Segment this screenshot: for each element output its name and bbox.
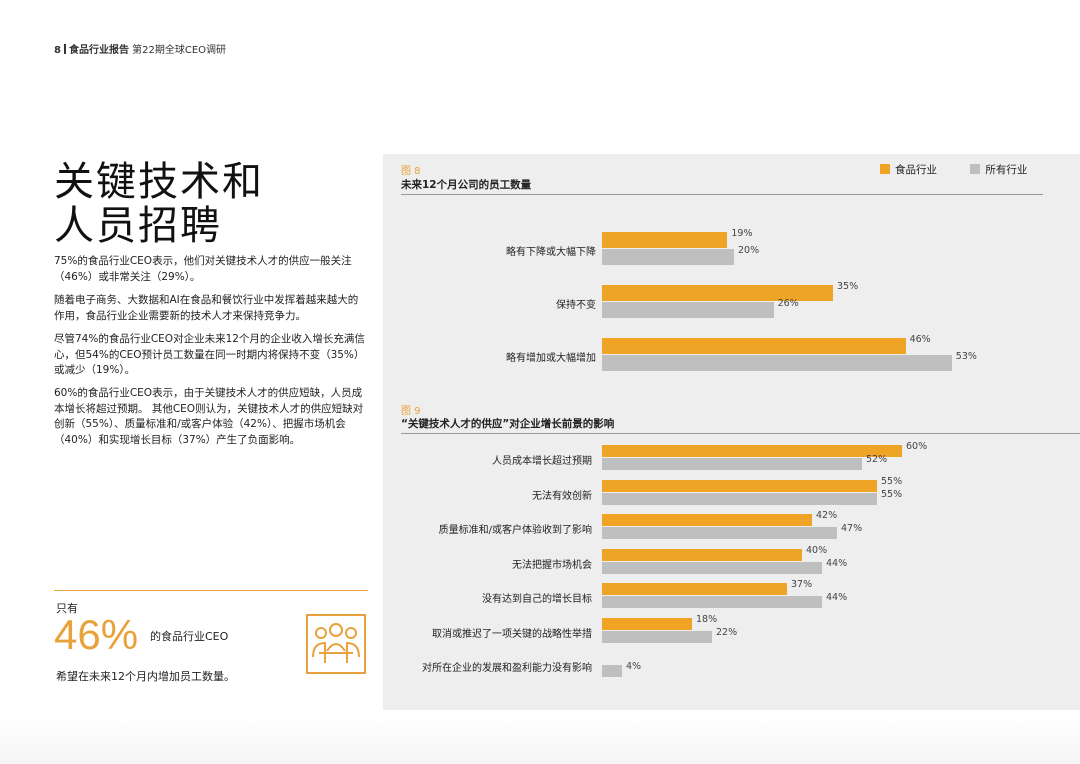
callout-footer: 希望在未来12个月内增加员工数量。 xyxy=(56,670,235,683)
data-label: 26% xyxy=(777,298,799,309)
legend-label-all: 所有行业 xyxy=(985,164,1028,176)
callout-prefix: 只有 xyxy=(56,602,78,615)
figure-9-rule xyxy=(401,433,1080,434)
category-label: 保持不变 xyxy=(556,300,596,311)
category-label: 没有达到自己的增长目标 xyxy=(482,594,592,605)
data-label: 55% xyxy=(881,475,903,487)
bar-food-industry xyxy=(602,548,802,561)
data-label: 40% xyxy=(806,544,828,556)
legend-swatch-food xyxy=(880,164,890,174)
bar-food-industry xyxy=(602,514,812,526)
bar-all-industries xyxy=(602,527,837,539)
bar-all-industries xyxy=(602,492,877,505)
paragraph-2: 随着电子商务、大数据和AI在食品和餐饮行业中发挥着越来越大的作用，食品行业企业需… xyxy=(54,294,359,322)
legend-label-food: 食品行业 xyxy=(895,164,937,176)
bar-food-industry xyxy=(602,285,833,301)
bar-all-industries xyxy=(602,561,822,574)
paragraph-1: 75%的食品行业CEO表示，他们对关键技术人才的供应一般关注（46%）或非常关注… xyxy=(54,255,352,283)
legend-swatch-all xyxy=(970,164,981,174)
figure-8-label: 图 8 xyxy=(401,166,421,177)
bar-food-industry xyxy=(602,617,692,630)
category-label: 人员成本增长超过预期 xyxy=(492,456,592,467)
data-label: 42% xyxy=(816,510,838,521)
people-meeting-icon xyxy=(306,614,366,674)
bar-food-industry xyxy=(602,338,906,354)
data-label: 60% xyxy=(906,441,928,452)
figure-9-label: 图 9 xyxy=(401,406,421,417)
figure-9-title: “关键技术人才的供应”对企业增长前景的影响 xyxy=(401,418,615,430)
page-number: 8 xyxy=(54,45,61,56)
data-label: 47% xyxy=(841,523,863,534)
data-label: 55% xyxy=(881,488,903,500)
callout-rule xyxy=(54,590,368,591)
data-label: 35% xyxy=(837,281,859,292)
bar-all-industries xyxy=(602,355,952,371)
page-header: 8 食品行业报告 第22期全球CEO调研 xyxy=(54,41,226,56)
title-line-2: 人员招聘 xyxy=(54,203,222,249)
paragraph-3: 尽管74%的食品行业CEO对企业未来12个月的企业收入增长充满信心，但54%的C… xyxy=(54,333,365,376)
bar-food-industry xyxy=(602,232,728,248)
data-label: 44% xyxy=(826,592,848,603)
category-label: 无法把握市场机会 xyxy=(512,559,592,571)
callout-percent: 46% xyxy=(54,611,139,658)
chart-panel: 食品行业 所有行业 图 8 未来12个月公司的员工数量 略有下降或大幅下降 19%… xyxy=(383,154,1080,710)
bar-all-industries xyxy=(602,302,774,318)
data-label: 44% xyxy=(826,557,848,569)
bar-all-industries xyxy=(602,249,734,265)
figure-8-title: 未来12个月公司的员工数量 xyxy=(401,179,532,191)
data-label: 46% xyxy=(909,334,931,345)
bottom-fade xyxy=(0,712,1080,764)
title-line-1: 关键技术和 xyxy=(54,159,264,205)
category-label: 取消或推迟了一项关键的战略性举措 xyxy=(432,628,592,640)
bar-food-industry xyxy=(602,445,902,457)
category-label: 略有增加或大幅增加 xyxy=(506,353,596,364)
category-label: 略有下降或大幅下降 xyxy=(506,247,596,258)
section-title: 关键技术和 人员招聘 xyxy=(54,160,264,248)
data-label: 37% xyxy=(791,579,813,590)
paragraph-4: 60%的食品行业CEO表示，由于关键技术人才的供应短缺，人员成本增长将超过预期。… xyxy=(54,387,364,446)
category-label: 质量标准和/或客户体验收到了影响 xyxy=(438,525,592,536)
category-label: 对所在企业的发展和盈利能力没有影响 xyxy=(422,663,592,674)
callout-suffix: 的食品行业CEO xyxy=(150,630,229,643)
bar-all-industries xyxy=(602,665,622,677)
data-label: 22% xyxy=(716,626,738,638)
chart-legend: 食品行业 所有行业 xyxy=(880,162,1027,177)
data-label: 4% xyxy=(626,661,642,672)
bar-food-industry xyxy=(602,583,787,595)
bar-all-industries xyxy=(602,596,822,608)
data-label: 53% xyxy=(955,351,977,362)
bar-all-industries xyxy=(602,630,712,643)
data-label: 52% xyxy=(866,454,888,465)
header-divider xyxy=(63,44,66,54)
data-label: 20% xyxy=(738,245,760,256)
category-label: 无法有效创新 xyxy=(532,490,592,502)
data-label: 19% xyxy=(731,228,753,239)
figure-8-rule xyxy=(401,194,1043,195)
report-name: 食品行业报告 xyxy=(68,45,129,56)
bar-all-industries xyxy=(602,458,862,470)
bar-food-industry xyxy=(602,479,877,492)
data-label: 18% xyxy=(696,613,718,625)
report-subtitle: 第22期全球CEO调研 xyxy=(132,45,227,56)
